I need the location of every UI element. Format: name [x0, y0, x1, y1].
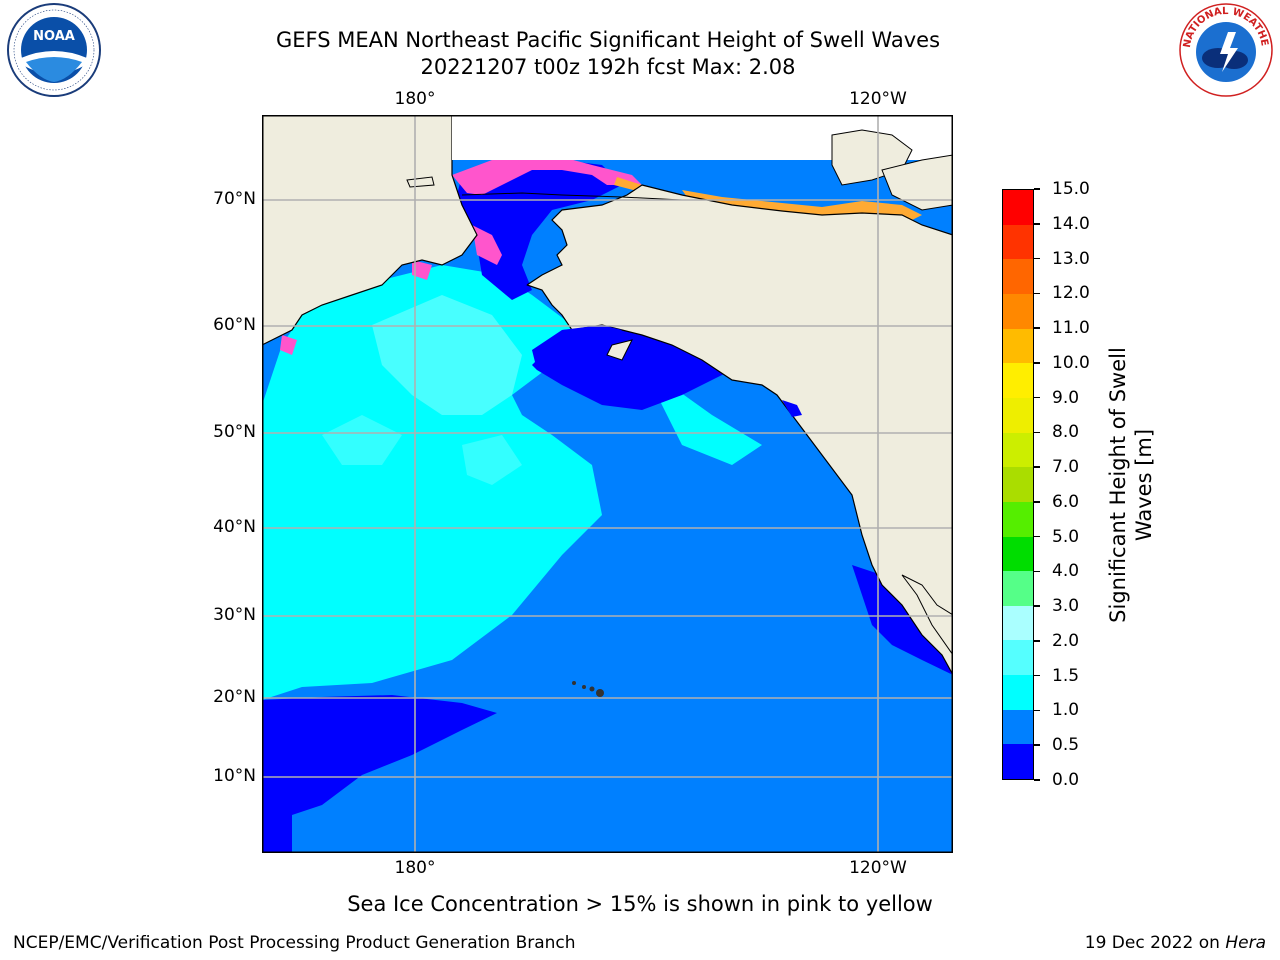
svg-text:NOAA: NOAA	[33, 29, 75, 44]
colorbar-tick-mark	[1034, 431, 1040, 434]
colorbar-tick-mark	[1034, 640, 1040, 642]
lat-label-60n: 60°N	[213, 315, 256, 335]
lat-label-30n: 30°N	[213, 605, 256, 625]
sea-ice-note: Sea Ice Concentration > 15% is shown in …	[347, 892, 933, 916]
colorbar	[1002, 189, 1034, 780]
colorbar-segment	[1003, 744, 1033, 779]
colorbar-tick-mark	[1034, 466, 1040, 468]
hawaii-islands	[572, 681, 604, 697]
noaa-logo: NOAA	[7, 3, 101, 97]
colorbar-segment	[1003, 605, 1033, 641]
colorbar-tick-label: 0.5	[1052, 735, 1080, 756]
colorbar-tick-label: 10.0	[1052, 352, 1090, 373]
colorbar-tick-mark	[1034, 257, 1040, 260]
colorbar-tick-label: 12.0	[1052, 283, 1090, 304]
chart-subtitle: 20221207 t00z 192h fcst Max: 2.08	[420, 55, 796, 79]
colorbar-tick-label: 0.0	[1052, 770, 1080, 790]
colorbar-tick-mark	[1034, 362, 1040, 364]
colorbar-tick-label: 9.0	[1052, 387, 1080, 408]
colorbar-segment	[1003, 259, 1033, 295]
colorbar-tick-mark	[1034, 327, 1040, 329]
colorbar-tick-label: 14.0	[1052, 213, 1090, 234]
colorbar-tick-label: 7.0	[1052, 457, 1080, 478]
colorbar-segment	[1003, 294, 1033, 329]
colorbar-segment	[1003, 432, 1033, 468]
colorbar-tick-label: 8.0	[1052, 422, 1080, 443]
colorbar-segment	[1003, 709, 1033, 745]
colorbar-tick-label: 5.0	[1052, 526, 1080, 547]
colorbar-tick-mark	[1034, 292, 1040, 295]
colorbar-tick-label: 1.0	[1052, 700, 1080, 721]
footer-credit: NCEP/EMC/Verification Post Processing Pr…	[13, 933, 576, 953]
land-baja	[901, 574, 953, 656]
lon-label-top-180: 180°	[394, 89, 436, 109]
colorbar-tick-mark	[1034, 674, 1040, 677]
colorbar-segment	[1003, 328, 1033, 364]
colorbar-title: Significant Height of Swell Waves [m]	[1106, 347, 1156, 623]
swell-region-deep-south	[262, 695, 497, 853]
colorbar-tick-label: 3.0	[1052, 596, 1080, 617]
colorbar-segment	[1003, 397, 1033, 433]
colorbar-segment	[1003, 467, 1033, 502]
colorbar-tick-mark	[1034, 779, 1040, 781]
lon-label-bottom-180: 180°	[394, 858, 436, 878]
swell-region-light-cyan	[372, 295, 522, 415]
colorbar-tick-mark	[1034, 605, 1040, 607]
chart-title: GEFS MEAN Northeast Pacific Significant …	[275, 28, 941, 52]
colorbar-tick-label: 6.0	[1052, 491, 1080, 512]
colorbar-tick-mark	[1034, 396, 1040, 399]
lat-label-70n: 70°N	[213, 189, 256, 209]
colorbar-tick-mark	[1034, 570, 1040, 573]
colorbar-tick-label: 13.0	[1052, 248, 1090, 269]
colorbar-tick-label: 1.5	[1052, 665, 1080, 686]
colorbar-segment	[1003, 571, 1033, 606]
colorbar-segment	[1003, 501, 1033, 537]
map-graticule	[262, 115, 953, 853]
colorbar-segment	[1003, 675, 1033, 710]
lat-label-40n: 40°N	[213, 517, 256, 537]
sea-ice-edge	[452, 155, 642, 195]
footer-host: Hera	[1225, 933, 1266, 953]
lon-label-top-120w: 120°W	[849, 89, 907, 109]
land-north-america	[525, 184, 953, 676]
colorbar-tick-label: 2.0	[1052, 630, 1080, 651]
footer-date-text: 19 Dec 2022 on	[1084, 933, 1226, 953]
lat-label-50n: 50°N	[213, 422, 256, 442]
colorbar-tick-label: 11.0	[1052, 318, 1090, 339]
colorbar-tick-mark	[1034, 709, 1040, 712]
colorbar-tick-mark	[1034, 501, 1040, 503]
swell-height-map	[262, 115, 953, 853]
nws-logo: NATIONAL WEATHER SERVICE	[1178, 2, 1273, 97]
lat-label-20n: 20°N	[213, 687, 256, 707]
colorbar-tick-mark	[1034, 188, 1040, 190]
colorbar-segment	[1003, 640, 1033, 676]
colorbar-segment	[1003, 536, 1033, 572]
colorbar-tick-mark	[1034, 223, 1040, 225]
colorbar-segment	[1003, 363, 1033, 398]
colorbar-tick-mark	[1034, 535, 1040, 538]
land-asia	[262, 115, 478, 346]
colorbar-tick-label: 4.0	[1052, 561, 1080, 582]
colorbar-tick-mark	[1034, 744, 1040, 746]
footer-date: 19 Dec 2022 on Hera	[1000, 932, 1266, 954]
colorbar-segment	[1003, 224, 1033, 260]
lon-label-bottom-120w: 120°W	[849, 858, 907, 878]
colorbar-tick-label: 15.0	[1052, 179, 1090, 199]
colorbar-segment	[1003, 190, 1033, 225]
lat-label-10n: 10°N	[213, 766, 256, 786]
bering-sea-deep	[457, 160, 622, 300]
